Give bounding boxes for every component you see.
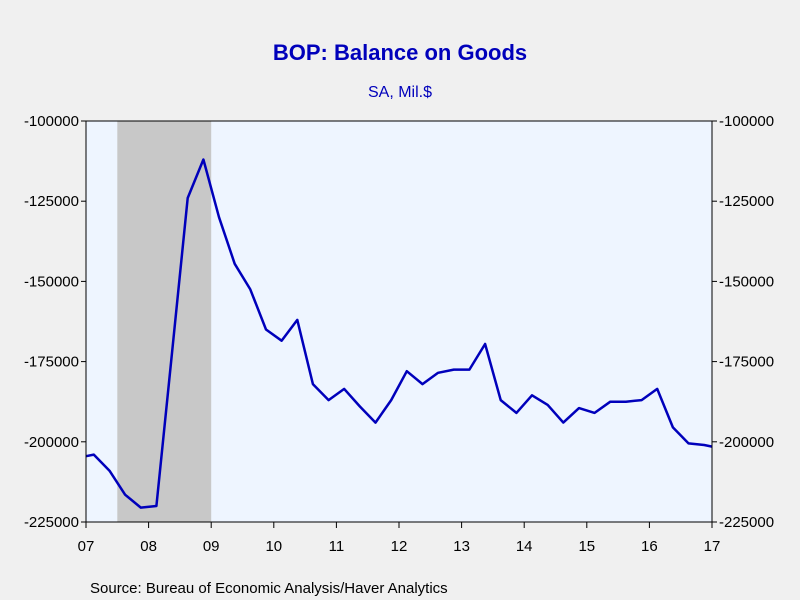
x-tick-label: 12 bbox=[391, 538, 408, 555]
plot-area: -100000 -100000 -125000 -125000 -150000 -1500… bbox=[24, 113, 774, 555]
y-tick-label-left: -100000 bbox=[24, 113, 79, 130]
x-tick-label: 16 bbox=[641, 538, 658, 555]
x-tick-label: 13 bbox=[453, 538, 470, 555]
y-tick-label-right: -175000 bbox=[719, 354, 774, 371]
chart-title: BOP: Balance on Goods bbox=[273, 40, 527, 65]
y-tick-label-right: -200000 bbox=[719, 434, 774, 451]
x-tick-label: 17 bbox=[704, 538, 721, 555]
y-tick-label-right: -150000 bbox=[719, 273, 774, 290]
x-tick-label: 09 bbox=[203, 538, 220, 555]
y-tick-label-left: -175000 bbox=[24, 354, 79, 371]
series-line bbox=[85, 158, 713, 509]
y-tick-label-left: -150000 bbox=[24, 273, 79, 290]
y-tick-label-left: -225000 bbox=[24, 514, 79, 531]
y-tick-label-left: -125000 bbox=[24, 193, 79, 210]
y-tick-label-right: -125000 bbox=[719, 193, 774, 210]
y-tick-label-right: -100000 bbox=[719, 113, 774, 130]
y-tick-label-right: -225000 bbox=[719, 514, 774, 531]
x-tick-label: 10 bbox=[265, 538, 282, 555]
source-note: Source: Bureau of Economic Analysis/Have… bbox=[90, 580, 448, 597]
recession-band bbox=[117, 121, 212, 522]
x-tick-label: 08 bbox=[140, 538, 157, 555]
x-tick-label: 15 bbox=[578, 538, 595, 555]
y-tick-label-left: -200000 bbox=[24, 434, 79, 451]
x-tick-label: 11 bbox=[329, 538, 345, 555]
chart-subtitle: SA, Mil.$ bbox=[368, 84, 432, 101]
x-tick-label: 07 bbox=[78, 538, 95, 555]
x-tick-label: 14 bbox=[516, 538, 533, 555]
